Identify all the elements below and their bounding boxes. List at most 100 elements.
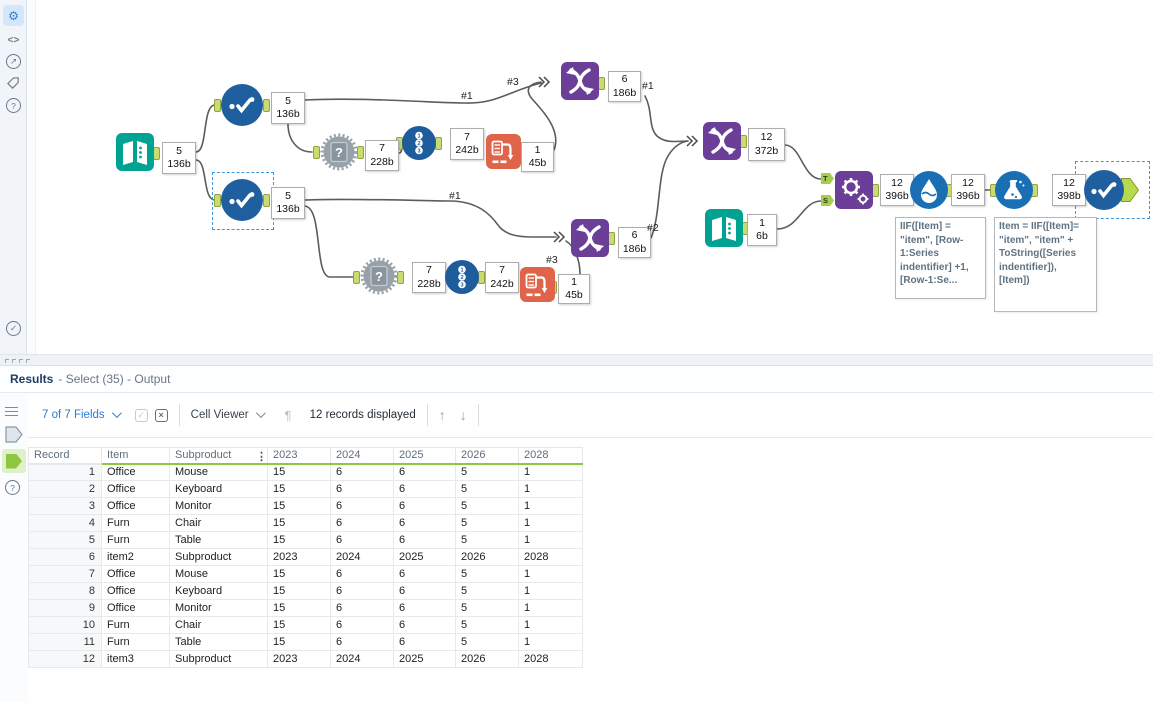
grid-cell[interactable]: 9 [28, 599, 102, 617]
input-anchor[interactable] [214, 99, 221, 112]
output-anchor[interactable] [153, 147, 160, 160]
cell-viewer-dropdown[interactable]: Cell Viewer [191, 408, 266, 421]
whitespace-toggle[interactable]: ¶ [284, 407, 292, 423]
grid-cell[interactable]: 1 [518, 463, 583, 481]
grid-cell[interactable]: 6 [330, 514, 394, 532]
grid-cell[interactable]: Chair [169, 616, 268, 634]
grid-cell[interactable]: 5 [455, 633, 519, 651]
tool-annotation[interactable]: Item = IIF([Item]= "item", "item" + ToSt… [994, 217, 1097, 312]
multi-input-anchor[interactable] [537, 75, 552, 89]
grid-cell[interactable]: 12 [28, 650, 102, 668]
grid-cell[interactable]: 2024 [330, 650, 394, 668]
grid-cell[interactable]: 1 [518, 514, 583, 532]
grid-cell[interactable]: 6 [393, 565, 456, 583]
grid-cell[interactable]: 15 [267, 463, 331, 481]
deselect-all-icon[interactable]: × [154, 408, 168, 422]
grid-cell[interactable]: 15 [267, 514, 331, 532]
union-tool-2[interactable] [571, 219, 609, 257]
grid-cell[interactable]: 15 [267, 565, 331, 583]
grid-cell[interactable]: 15 [267, 480, 331, 498]
grid-cell[interactable]: Table [169, 633, 268, 651]
grid-cell[interactable]: 1 [28, 463, 102, 481]
output-anchor[interactable] [435, 137, 442, 150]
results-help-button[interactable]: ? [5, 480, 20, 495]
grid-cell[interactable]: 8 [28, 582, 102, 600]
grid-cell[interactable]: 5 [455, 616, 519, 634]
grid-cell[interactable]: 2026 [455, 548, 519, 566]
grid-cell[interactable]: Office [101, 497, 170, 515]
input-anchor[interactable] [313, 146, 320, 159]
grid-cell[interactable]: 6 [330, 582, 394, 600]
multi-input-anchor[interactable] [552, 230, 567, 244]
output-anchor[interactable] [478, 271, 485, 284]
select-all-checkbox-icon[interactable]: ✓ [134, 408, 148, 422]
grid-cell[interactable]: Office [101, 599, 170, 617]
grid-cell[interactable]: Furn [101, 531, 170, 549]
grid-cell[interactable]: 5 [455, 582, 519, 600]
xml-view-button[interactable]: <> [3, 30, 24, 51]
grid-cell[interactable]: 6 [330, 463, 394, 481]
column-menu-icon[interactable]: ⋮ [256, 451, 267, 463]
grid-cell[interactable]: Office [101, 582, 170, 600]
select-tool-1[interactable] [221, 84, 263, 126]
record-id-tool-2[interactable]: 1 2 3 [445, 260, 479, 294]
grid-cell[interactable]: 6 [330, 565, 394, 583]
workflow-settings-button[interactable]: ⚙ [3, 5, 24, 26]
grid-cell[interactable]: Office [101, 565, 170, 583]
column-header-item[interactable]: Item [101, 447, 170, 465]
grid-cell[interactable]: 1 [518, 531, 583, 549]
grid-cell[interactable]: 5 [28, 531, 102, 549]
grid-cell[interactable]: 3 [28, 497, 102, 515]
input-data-tool-2[interactable] [705, 209, 743, 247]
metadata-view-button[interactable] [5, 407, 18, 419]
grid-cell[interactable]: Monitor [169, 497, 268, 515]
grid-cell[interactable]: 2023 [267, 650, 331, 668]
source-input-anchor[interactable]: S [821, 195, 834, 206]
output-anchor[interactable] [263, 99, 270, 112]
grid-cell[interactable]: 2028 [518, 548, 583, 566]
append-fields-tool[interactable] [835, 171, 873, 209]
grid-cell[interactable]: 6 [330, 480, 394, 498]
column-header-record[interactable]: Record [28, 447, 102, 465]
union-tool-3[interactable] [703, 122, 741, 160]
output-anchor[interactable] [397, 271, 404, 284]
grid-cell[interactable]: Mouse [169, 565, 268, 583]
grid-cell[interactable]: 5 [455, 565, 519, 583]
grid-cell[interactable]: 2025 [393, 650, 456, 668]
grid-cell[interactable]: 5 [455, 514, 519, 532]
grid-cell[interactable]: 1 [518, 633, 583, 651]
help-button[interactable]: ? [3, 95, 24, 116]
grid-cell[interactable]: Keyboard [169, 582, 268, 600]
panel-splitter[interactable] [0, 354, 1153, 366]
scroll-down-button[interactable]: ↓ [459, 407, 467, 423]
grid-cell[interactable]: 10 [28, 616, 102, 634]
grid-cell[interactable]: 15 [267, 616, 331, 634]
grid-cell[interactable]: 6 [393, 497, 456, 515]
grid-cell[interactable]: 15 [267, 599, 331, 617]
scroll-up-button[interactable]: ↑ [438, 407, 446, 423]
fields-dropdown[interactable]: 7 of 7 Fields [42, 408, 122, 421]
grid-cell[interactable]: 2026 [455, 650, 519, 668]
grid-cell[interactable]: Office [101, 480, 170, 498]
output-anchor[interactable] [598, 77, 605, 90]
grid-cell[interactable]: 15 [267, 497, 331, 515]
grid-cell[interactable]: 2028 [518, 650, 583, 668]
tool-annotation[interactable]: IIF([Item] = "item", [Row- 1:Series inde… [895, 217, 986, 299]
grid-cell[interactable]: 6 [28, 548, 102, 566]
grid-cell[interactable]: 6 [393, 633, 456, 651]
grid-cell[interactable]: 6 [393, 582, 456, 600]
grid-cell[interactable]: 1 [518, 582, 583, 600]
grid-cell[interactable]: 6 [330, 599, 394, 617]
input-anchor[interactable] [353, 271, 360, 284]
grid-cell[interactable]: Furn [101, 616, 170, 634]
dynamic-rename-tool-2[interactable]: ? [360, 257, 398, 295]
grid-cell[interactable]: Subproduct [169, 650, 268, 668]
grid-cell[interactable]: 11 [28, 633, 102, 651]
input-anchor[interactable] [214, 194, 221, 207]
grid-cell[interactable]: 2024 [330, 548, 394, 566]
grid-cell[interactable]: 7 [28, 565, 102, 583]
grid-cell[interactable]: 1 [518, 497, 583, 515]
tag-button[interactable] [3, 73, 24, 94]
grid-cell[interactable]: Mouse [169, 463, 268, 481]
input-data-tool-1[interactable] [116, 133, 154, 171]
